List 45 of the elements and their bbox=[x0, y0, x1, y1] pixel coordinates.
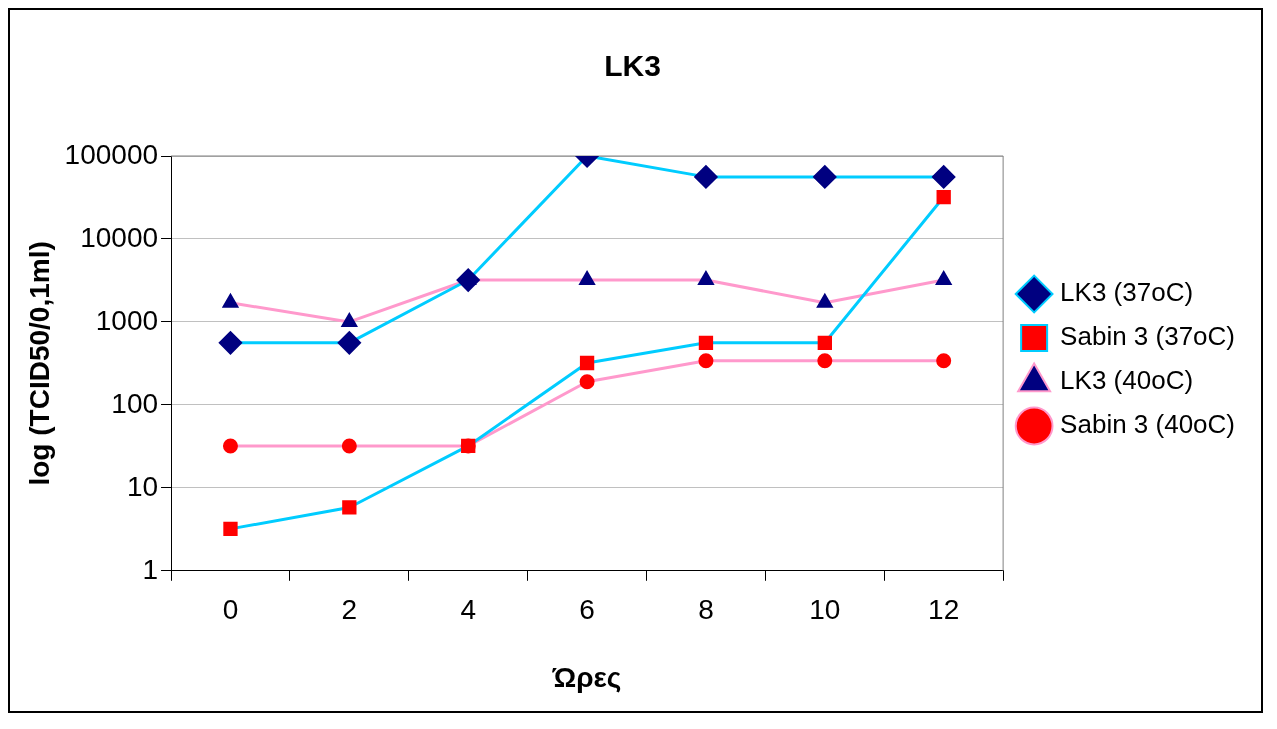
point bbox=[222, 294, 239, 308]
point bbox=[698, 353, 714, 369]
x-tick-label: 0 bbox=[222, 594, 239, 626]
point bbox=[936, 189, 951, 205]
point bbox=[342, 500, 357, 515]
x-tick-label: 2 bbox=[341, 594, 358, 626]
point bbox=[698, 335, 714, 350]
legend-label: LK3 (40oC) bbox=[1060, 365, 1194, 396]
point bbox=[694, 165, 718, 189]
point bbox=[936, 271, 952, 286]
point bbox=[817, 353, 833, 369]
chart-title: LK3 bbox=[604, 49, 661, 83]
x-tick-label: 4 bbox=[460, 594, 476, 626]
y-tick-label: 1 bbox=[142, 553, 159, 585]
y-tick-label: 100 bbox=[111, 387, 159, 419]
y-tick-label: 1000 bbox=[95, 304, 159, 336]
point bbox=[222, 438, 238, 454]
y-tick-label: 10 bbox=[126, 470, 159, 502]
point bbox=[813, 165, 837, 189]
point bbox=[932, 165, 956, 189]
y-axis-title: log (TCID50/0,1ml) bbox=[23, 241, 55, 486]
point bbox=[461, 438, 476, 454]
point bbox=[579, 374, 595, 390]
point bbox=[223, 521, 238, 537]
x-tick-label: 10 bbox=[809, 594, 841, 626]
point bbox=[817, 335, 832, 350]
legend-label: LK3 (37oC) bbox=[1060, 277, 1194, 308]
x-tick-label: 12 bbox=[928, 594, 960, 626]
legend-label: Sabin 3 (37oC) bbox=[1060, 321, 1236, 352]
point bbox=[341, 313, 357, 327]
point bbox=[579, 355, 595, 371]
y-tick-label: 10000 bbox=[80, 221, 159, 253]
point bbox=[817, 294, 833, 308]
point bbox=[337, 331, 361, 355]
point bbox=[456, 268, 480, 292]
legend-label: Sabin 3 (40oC) bbox=[1060, 409, 1236, 440]
x-tick-label: 6 bbox=[579, 594, 595, 626]
x-tick-label: 8 bbox=[698, 594, 714, 626]
y-tick-label: 100000 bbox=[64, 138, 159, 170]
point bbox=[341, 438, 357, 454]
point bbox=[218, 331, 242, 355]
point bbox=[698, 271, 714, 286]
point bbox=[936, 353, 952, 369]
x-axis-title: Ώρες bbox=[551, 661, 622, 693]
point bbox=[579, 271, 595, 286]
